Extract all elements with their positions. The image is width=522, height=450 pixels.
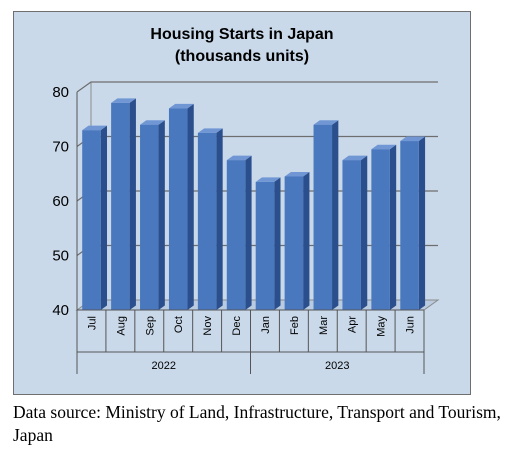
bar-side-face [216,128,223,310]
x-tick-label: Oct [173,316,185,333]
bar-front-face [342,160,361,310]
bar-side-face [129,98,136,311]
bar-top-face [111,98,136,103]
bar-feb [284,171,310,310]
x-tick-label: Sep [144,316,156,336]
bar-front-face [82,130,101,310]
bar-side-face [245,155,252,310]
chart-panel: 40 50 60 70 80 Jul Aug Sep Oct Nov Dec Jan Feb Mar Apr… [13,11,471,395]
x-tick-label: Jul [86,316,98,330]
bar-oct [168,103,194,310]
bar-top-face [140,120,165,125]
group-label-2023: 2023 [325,360,349,372]
bar-aug [111,98,136,311]
data-source-caption: Data source: Ministry of Land, Infrastru… [13,402,501,445]
bar-side-face [332,120,339,310]
bar-top-face [284,171,310,177]
bar-front-face [168,108,188,310]
x-tick-label: Dec [231,316,243,336]
bar-front-face [284,176,304,310]
bar-chart: 40 50 60 70 80 Jul Aug Sep Oct Nov Dec Jan Feb Mar Apr… [52,26,440,374]
bar-side-face [389,144,397,310]
bar-front-face [140,124,159,310]
chart-title-line-1: Housing Starts in Japan [150,26,333,43]
x-tick-label: May [376,316,388,337]
bar-jan [255,177,281,310]
bar-front-face [400,141,419,310]
bar-front-face [255,181,275,310]
bar-front-face [197,132,217,310]
bar-nov [197,128,223,310]
axis-layer: 40 50 60 70 80 Jul Aug Sep Oct Nov Dec Jan Feb Mar Apr… [52,84,425,374]
bar-top-face [313,120,339,125]
bar-top-face [371,144,397,150]
bar-top-face [197,128,223,133]
y-tick-label: 80 [52,84,69,101]
group-label-2022: 2022 [152,360,176,372]
x-tick-label: Mar [318,316,330,335]
bar-top-face [400,136,426,142]
bar-top-face [342,155,368,161]
bar-side-face [158,120,165,310]
bar-top-face [226,155,252,161]
y-tick-label: 60 [52,193,69,210]
bar-jun [400,136,426,310]
bar-front-face [226,160,246,310]
bar-top-face [82,125,108,131]
bar-side-face [100,125,108,311]
bar-jul [82,125,108,311]
bar-sep [140,120,165,310]
bar-apr [342,155,368,310]
bar-front-face [371,149,390,310]
bar-mar [313,120,339,310]
bar-dec [226,155,252,310]
bar-side-face [303,171,310,310]
gridline [76,81,438,93]
chart-title-line-2: (thousands units) [175,48,309,65]
bar-side-face [274,177,281,310]
bar-side-face [360,155,368,310]
bar-top-face [255,177,281,182]
bar-layer [82,98,426,311]
x-tick-label: Feb [289,316,301,335]
y-tick-label: 70 [52,139,69,156]
x-tick-label: Nov [202,316,214,336]
bar-side-face [187,103,194,310]
bar-front-face [111,102,130,311]
bar-top-face [168,103,194,109]
y-tick-label: 40 [52,302,69,319]
bar-may [371,144,397,310]
x-tick-label: Apr [347,316,359,333]
x-tick-label: Jun [405,316,417,334]
bar-side-face [418,136,426,310]
bar-front-face [313,124,333,310]
x-tick-label: Aug [115,316,127,336]
y-tick-label: 50 [52,248,69,265]
x-tick-label: Jan [260,316,272,334]
